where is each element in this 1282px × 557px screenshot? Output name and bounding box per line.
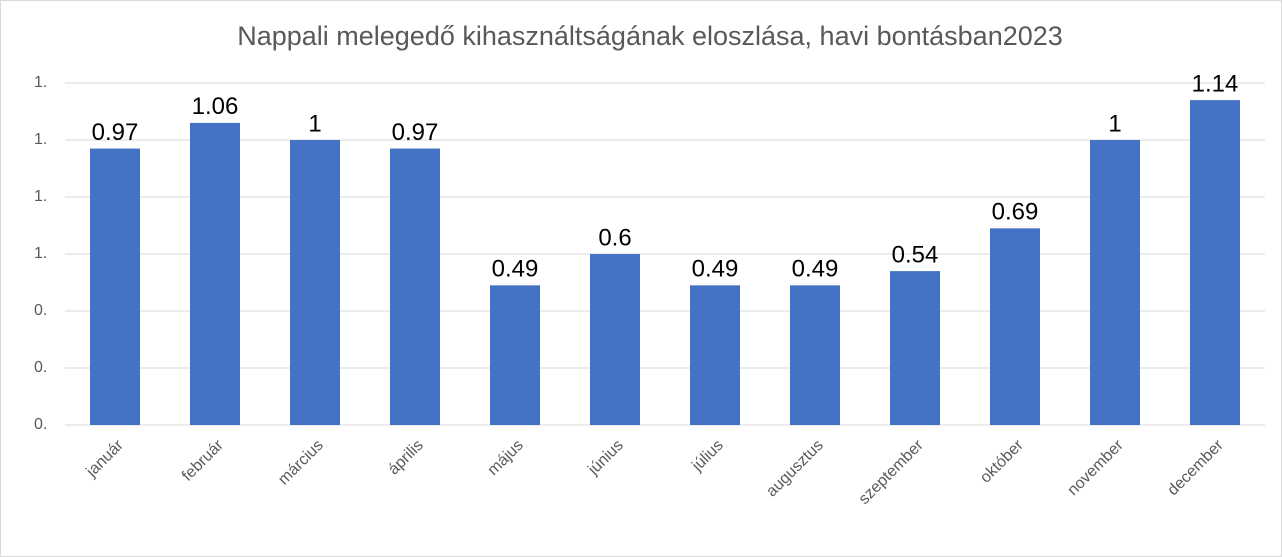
bar <box>90 148 140 426</box>
y-tick-label: 1. <box>34 74 47 91</box>
bar <box>590 254 640 425</box>
bar <box>790 285 840 425</box>
y-tick-label: 0. <box>34 416 47 433</box>
bar <box>290 140 340 425</box>
bar <box>890 271 940 425</box>
data-label: 0.6 <box>598 224 631 251</box>
data-label: 1 <box>308 110 321 137</box>
y-tick-label: 1. <box>34 245 47 262</box>
bar <box>490 285 540 425</box>
data-label: 0.49 <box>692 256 739 283</box>
bar <box>690 285 740 425</box>
y-tick-label: 0. <box>34 302 47 319</box>
data-label: 0.54 <box>892 241 939 268</box>
bar <box>990 228 1040 425</box>
bar <box>1090 140 1140 425</box>
y-tick-label: 1. <box>34 188 47 205</box>
data-label: 1.06 <box>192 93 239 120</box>
chart-title: Nappali melegedő kihasználtságának elosz… <box>237 21 1063 51</box>
data-label: 0.69 <box>992 199 1039 226</box>
bar <box>390 148 440 426</box>
data-label: 0.49 <box>792 256 839 283</box>
data-label: 0.97 <box>392 119 439 146</box>
data-label: 1.14 <box>1192 70 1239 97</box>
data-label: 0.97 <box>92 119 139 146</box>
bar <box>190 122 240 426</box>
data-label: 1 <box>1108 110 1121 137</box>
y-tick-label: 0. <box>34 359 47 376</box>
y-tick-label: 1. <box>34 131 47 148</box>
bar <box>1190 100 1240 425</box>
data-label: 0.49 <box>492 256 539 283</box>
